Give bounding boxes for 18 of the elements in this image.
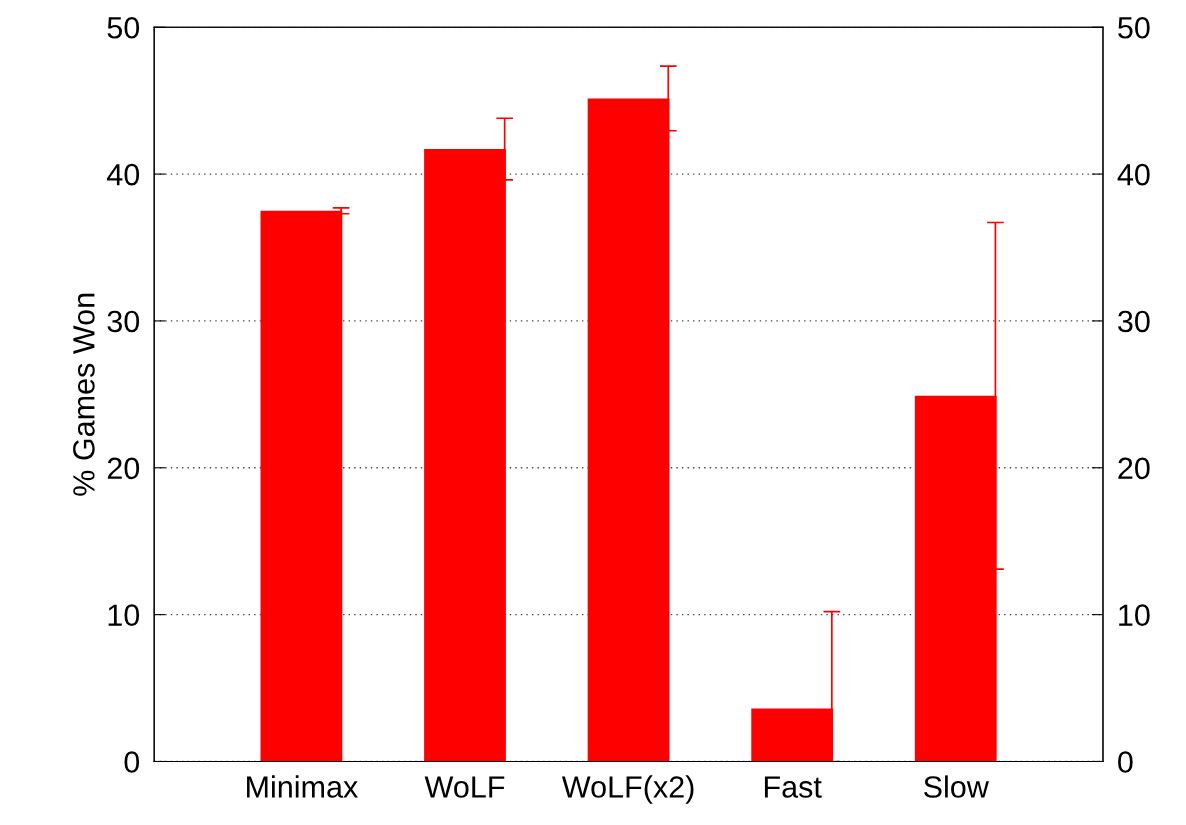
x-tick-label: WoLF(x2) <box>561 775 694 804</box>
x-tick-label: Minimax <box>247 775 358 798</box>
y-axis-title: % Games Won <box>73 293 95 496</box>
y2-tick-label: 30 <box>1118 310 1150 333</box>
x-tick-label: Slow <box>924 775 989 798</box>
y-tick-label: 50 <box>107 16 140 39</box>
y-tick-label: 40 <box>107 163 140 186</box>
x-tick-label: WoLF <box>424 776 505 798</box>
y2-tick-label: 10 <box>1119 604 1150 626</box>
y2-tick-label: 0 <box>1118 751 1133 773</box>
y-tick-label: 0 <box>124 751 140 773</box>
y-tick-label: 20 <box>107 457 140 480</box>
y2-tick-label: 20 <box>1118 457 1150 480</box>
y-tick-label: 30 <box>107 310 140 333</box>
y-tick-label: 10 <box>108 604 140 626</box>
y2-tick-label: 50 <box>1118 16 1150 39</box>
y2-tick-label: 40 <box>1117 163 1150 186</box>
x-tick-label: Fast <box>764 776 822 798</box>
